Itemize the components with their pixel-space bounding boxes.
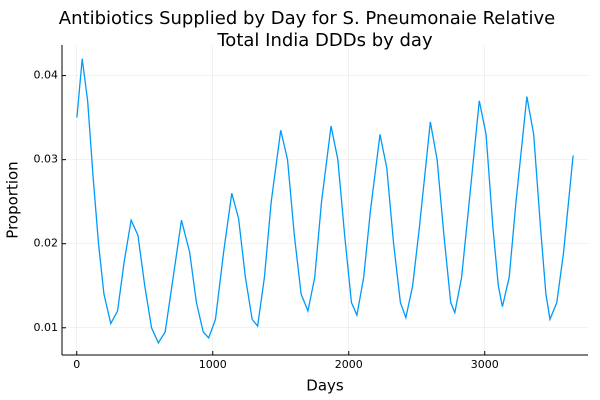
y-tick-label: 0.02	[34, 237, 59, 250]
y-axis-label: Proportion	[4, 161, 22, 238]
x-tick-label: 3000	[471, 358, 499, 371]
chart-title: Antibiotics Supplied by Day for S. Pneum…	[59, 8, 555, 29]
x-axis-label: Days	[306, 377, 344, 395]
chart-title: Total India DDDs by day	[216, 30, 433, 51]
y-tick-label: 0.04	[34, 69, 59, 82]
data-line	[76, 58, 574, 345]
x-tick-label: 0	[73, 358, 80, 371]
y-tick-label: 0.01	[34, 321, 59, 334]
x-tick-label: 2000	[335, 358, 363, 371]
x-tick-label: 1000	[199, 358, 227, 371]
y-tick-label: 0.03	[34, 153, 59, 166]
